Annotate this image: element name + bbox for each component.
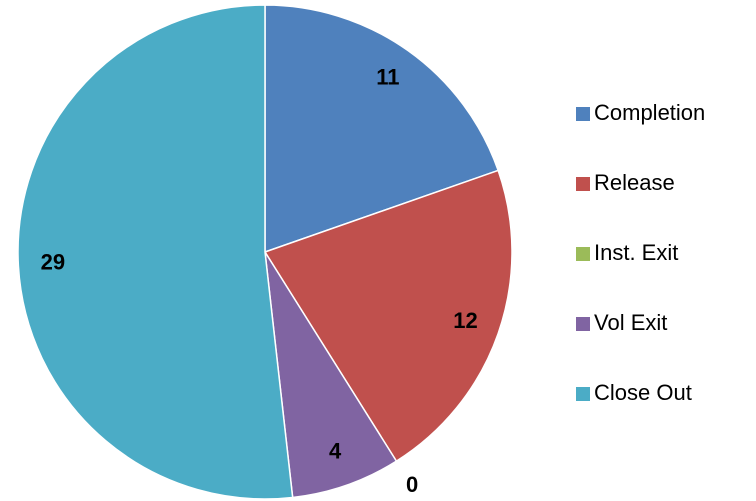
data-label: 11 (376, 65, 399, 90)
pie-slice (17, 4, 294, 500)
legend-label: Vol Exit (594, 310, 667, 335)
legend-swatch (576, 247, 590, 261)
data-label: 12 (453, 308, 477, 333)
pie-slice (263, 169, 513, 463)
legend-swatch (576, 177, 590, 191)
data-label: 0 (406, 472, 418, 497)
data-label: 29 (41, 250, 65, 275)
data-label: 4 (329, 438, 342, 463)
legend-swatch (576, 387, 590, 401)
legend-label: Close Out (594, 380, 692, 405)
legend-label: Inst. Exit (594, 240, 678, 265)
legend-swatch (576, 107, 590, 121)
legend-label: Completion (594, 100, 705, 125)
pie-slice (264, 251, 398, 499)
legend-swatch (576, 317, 590, 331)
legend-label: Release (594, 170, 675, 195)
